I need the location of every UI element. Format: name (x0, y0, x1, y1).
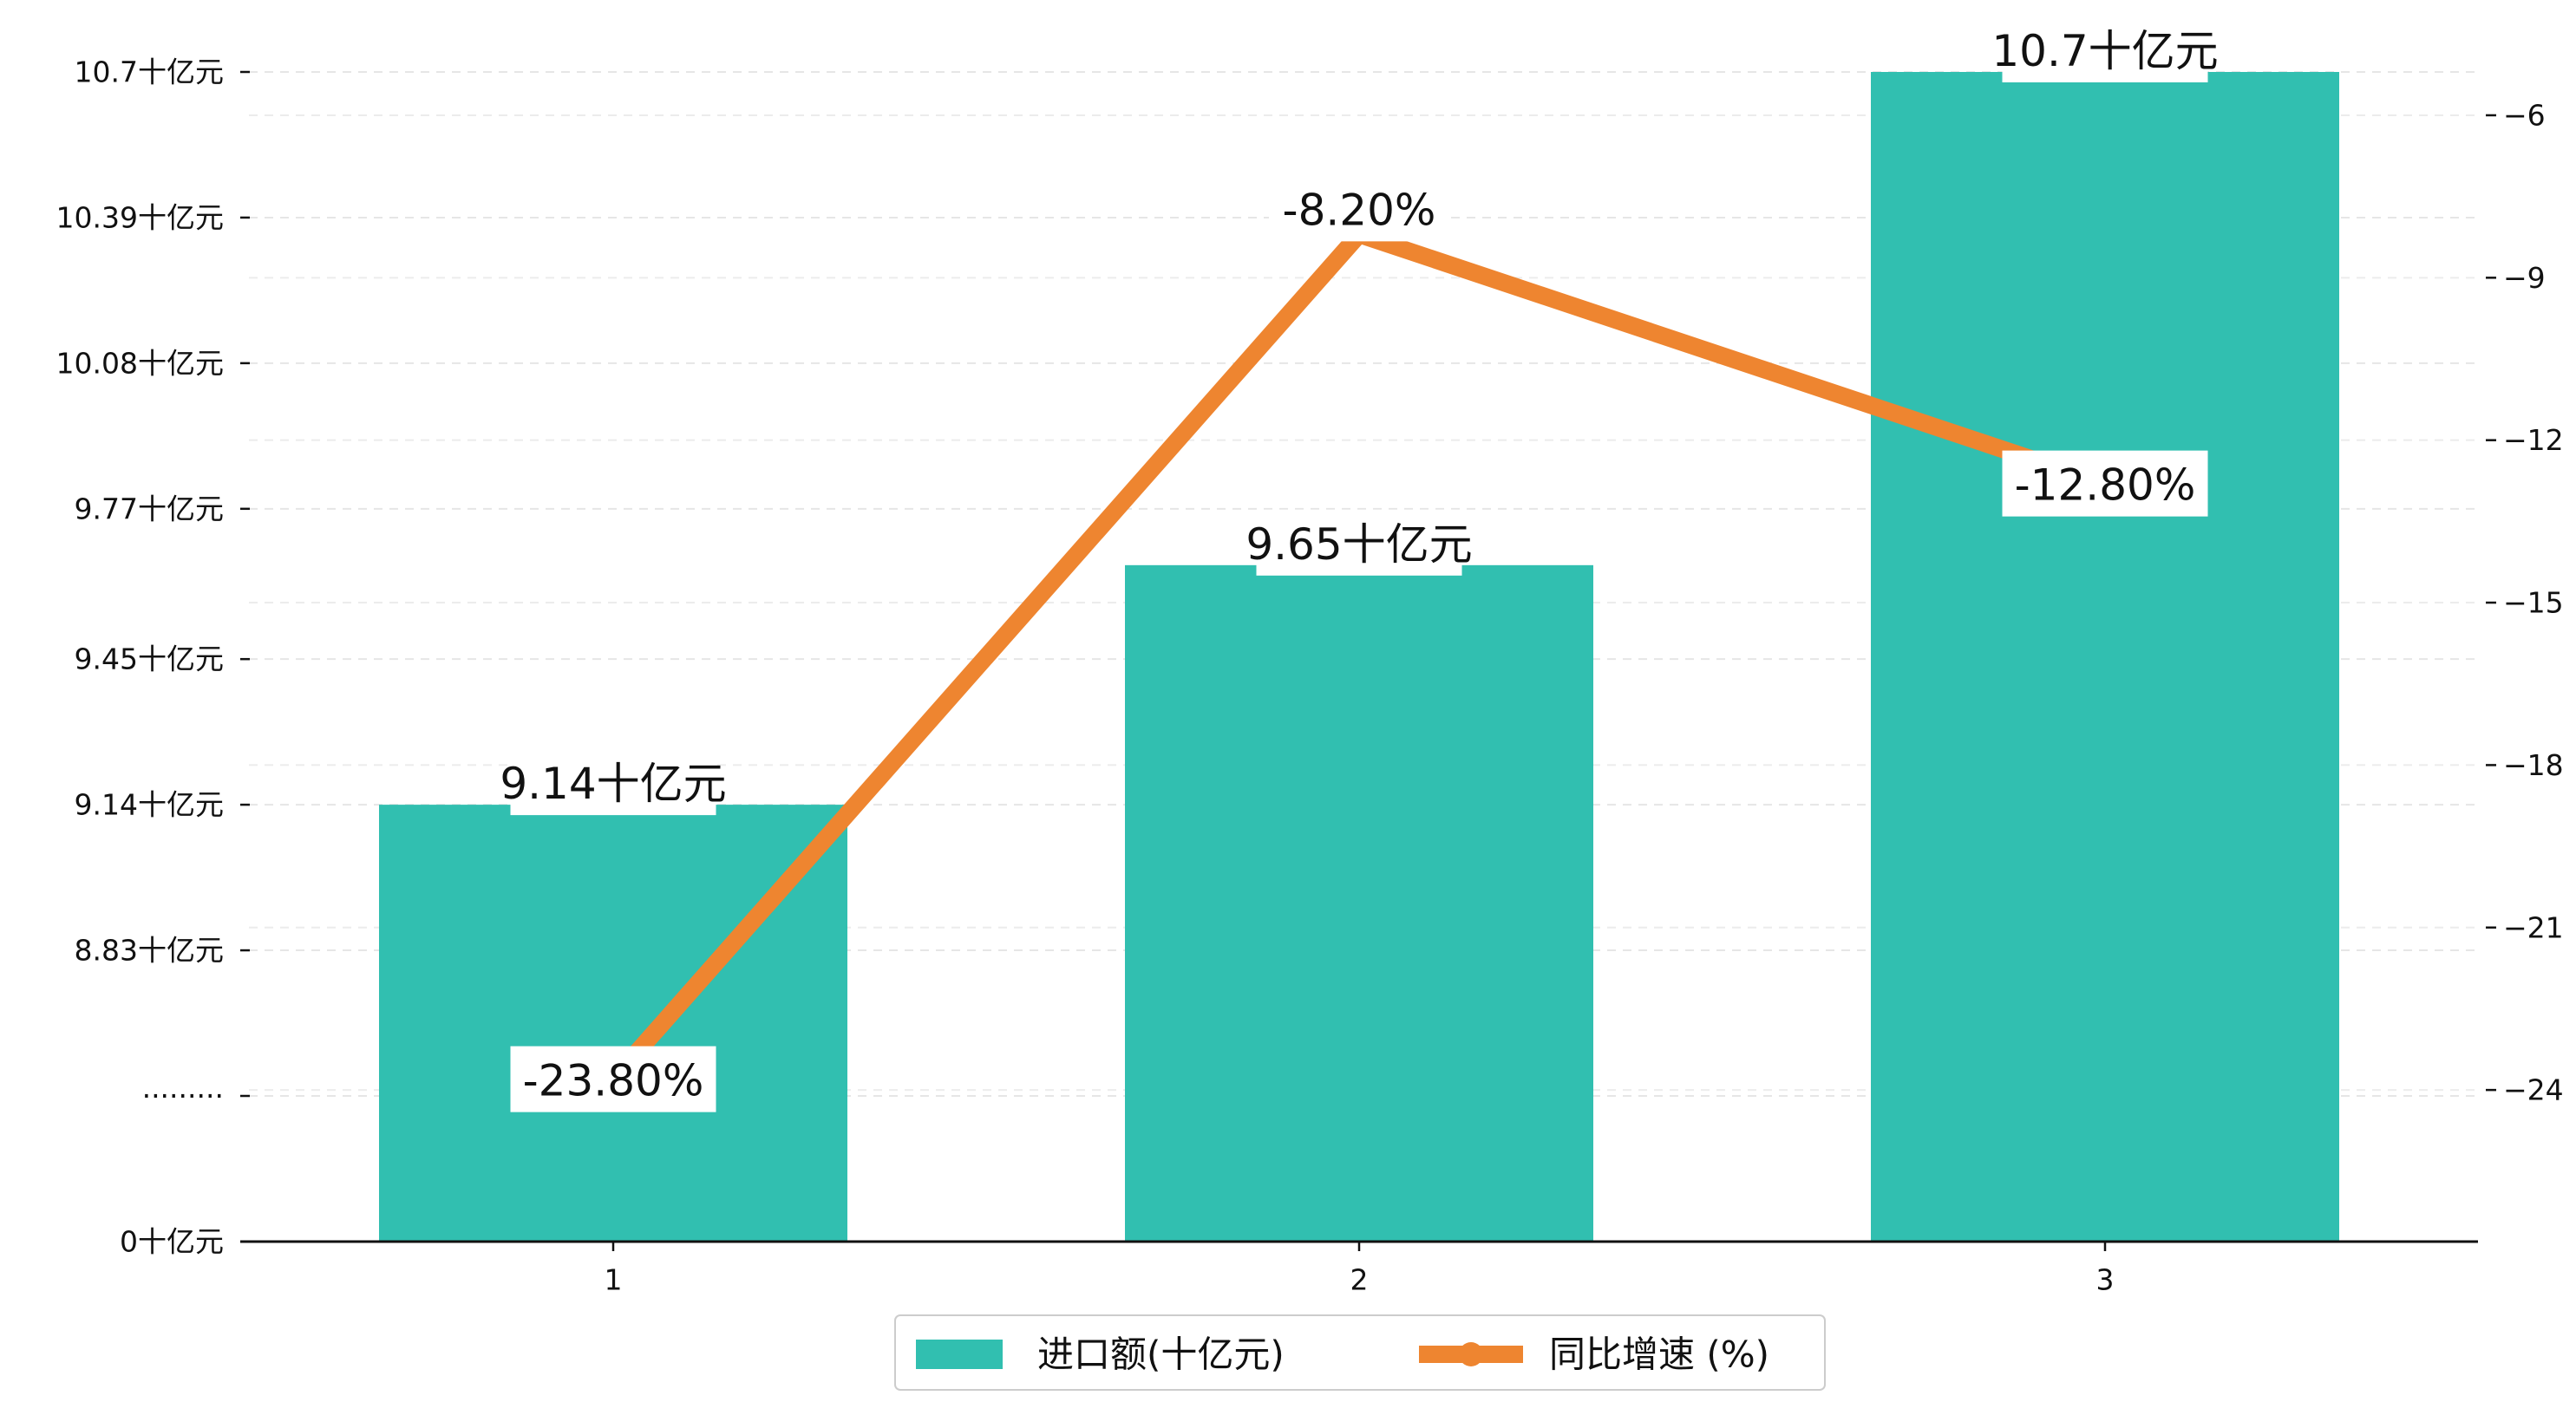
bar-series (379, 72, 2339, 1242)
left-tick-label: 9.77十亿元 (75, 492, 224, 525)
line-value-label: -12.80% (2015, 460, 2196, 511)
legend-bar-label: 进口额(十亿元) (1037, 1333, 1285, 1376)
bar-value-label: 10.7十亿元 (1991, 26, 2218, 76)
left-tick-label: 10.08十亿元 (56, 346, 224, 380)
left-tick-label: 9.45十亿元 (75, 642, 224, 676)
bar (1125, 564, 1593, 1242)
legend-line-label: 同比增速 (%) (1549, 1333, 1769, 1376)
line-value-label-box (2002, 450, 2208, 517)
x-tick-label: 3 (2096, 1263, 2115, 1297)
x-tick-label: 1 (605, 1263, 623, 1297)
right-tick-label: −24 (2503, 1073, 2564, 1107)
left-tick-label: 8.83十亿元 (75, 934, 224, 968)
right-tick-label: −9 (2503, 261, 2546, 295)
line-value-label-box (1269, 175, 1449, 242)
right-tick-label: −6 (2503, 98, 2546, 132)
right-tick-label: −15 (2503, 586, 2564, 620)
right-tick-label: −12 (2503, 423, 2564, 457)
bar-value-label-box (510, 749, 716, 816)
right-tick-label: −18 (2503, 748, 2564, 782)
bar-value-label-box (2002, 16, 2208, 82)
left-tick-label: ········· (142, 1079, 224, 1113)
bar-value-label: 9.65十亿元 (1246, 519, 1472, 570)
axes: 0十亿元 ········· 8.83十亿元 9.14十亿元 9.45十亿元 9.77十亿… (56, 55, 2564, 1297)
legend-line-marker (1459, 1342, 1483, 1366)
left-tick-label: 0十亿元 (120, 1225, 224, 1259)
legend-frame (894, 1314, 1826, 1391)
legend: 进口额(十亿元) 同比增速 (%) (894, 1314, 1826, 1391)
x-tick-label: 2 (1350, 1263, 1369, 1297)
left-tick-label: 10.39十亿元 (56, 200, 224, 234)
legend-bar-swatch (916, 1340, 1003, 1369)
line-value-label: -23.80% (523, 1056, 704, 1106)
bar-value-label-box (1256, 509, 1462, 576)
right-tick-label: −21 (2503, 910, 2564, 944)
left-tick-label: 9.14十亿元 (75, 788, 224, 822)
bar (379, 805, 847, 1242)
left-tick-label: 10.7十亿元 (75, 55, 224, 89)
data-labels: 9.14十亿元 9.65十亿元 10.7十亿元 -23.80% -8.20% -12.80… (500, 16, 2219, 1112)
line-value-label-box (510, 1046, 716, 1112)
line-value-label: -8.20% (1283, 185, 1436, 235)
bar-value-label: 9.14十亿元 (500, 759, 726, 809)
bar (1871, 72, 2339, 1242)
